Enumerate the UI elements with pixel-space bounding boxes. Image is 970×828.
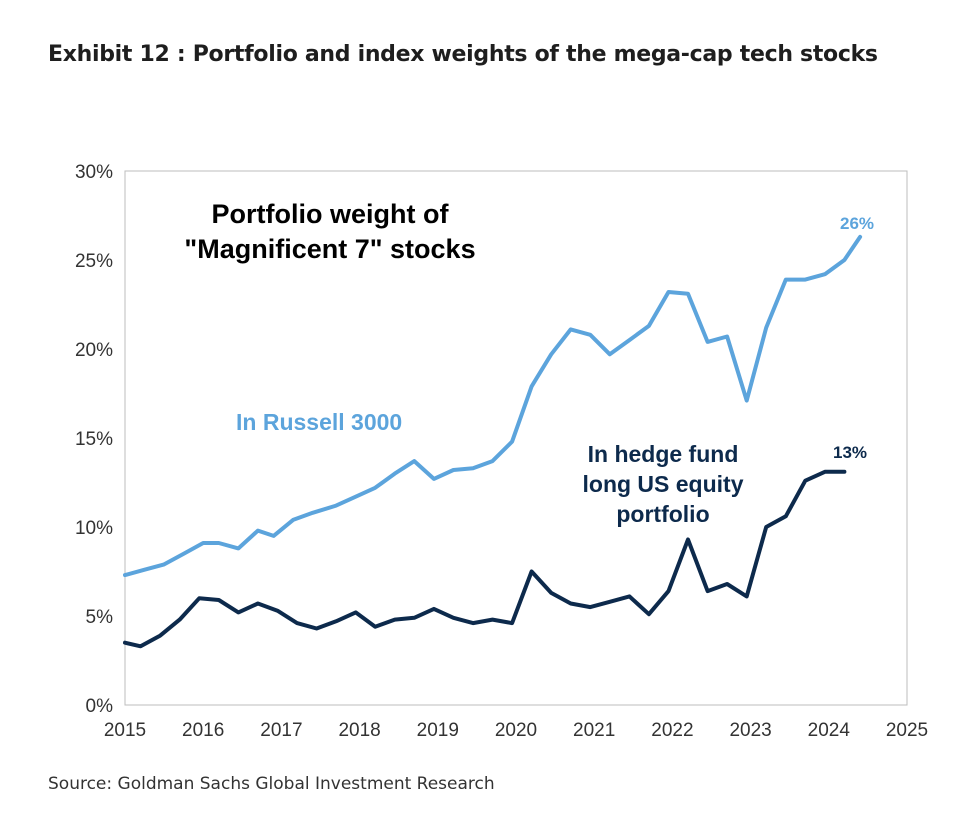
x-tick-label: 2024 (808, 720, 851, 741)
hedge-fund-label-line-1: In hedge fund (588, 441, 739, 467)
x-tick-label: 2016 (182, 720, 224, 741)
y-tick-label: 0% (86, 696, 114, 717)
russell-3000-line (123, 234, 863, 578)
y-tick-label: 25% (75, 251, 113, 272)
hedge-fund-end-label: 13% (833, 443, 867, 462)
x-tick-label: 2019 (417, 720, 459, 741)
russell-end-label: 26% (840, 214, 874, 233)
x-tick-label: 2022 (651, 720, 693, 741)
x-axis: 2015 2016 2017 2018 2019 2020 2021 2022 2023 2024… (104, 720, 928, 741)
exhibit-title: Exhibit 12 : Portfolio and index weights… (48, 42, 878, 67)
russell-series-label: In Russell 3000 (236, 409, 402, 435)
y-axis: 0% 5% 10% 15% 20% 25% 30% (75, 162, 113, 717)
y-tick-label: 5% (86, 607, 114, 628)
x-tick-label: 2017 (260, 720, 302, 741)
chart-title-line-2: "Magnificent 7" stocks (184, 234, 475, 264)
x-tick-label: 2020 (495, 720, 537, 741)
x-tick-label: 2018 (338, 720, 380, 741)
hedge-fund-label-line-3: portfolio (616, 501, 709, 527)
chart-title-line-1: Portfolio weight of (212, 199, 450, 229)
y-tick-label: 20% (75, 340, 113, 361)
x-tick-label: 2023 (729, 720, 771, 741)
hedge-fund-line (123, 469, 847, 649)
y-tick-label: 10% (75, 518, 113, 539)
series-lines (123, 234, 863, 649)
x-tick-label: 2025 (886, 720, 928, 741)
x-tick-label: 2015 (104, 720, 146, 741)
plot-frame (124, 170, 908, 706)
source-note: Source: Goldman Sachs Global Investment … (48, 774, 495, 794)
hedge-fund-label-line-2: long US equity (583, 471, 744, 497)
y-tick-label: 15% (75, 429, 113, 450)
x-tick-label: 2021 (573, 720, 615, 741)
y-tick-label: 30% (75, 162, 113, 183)
